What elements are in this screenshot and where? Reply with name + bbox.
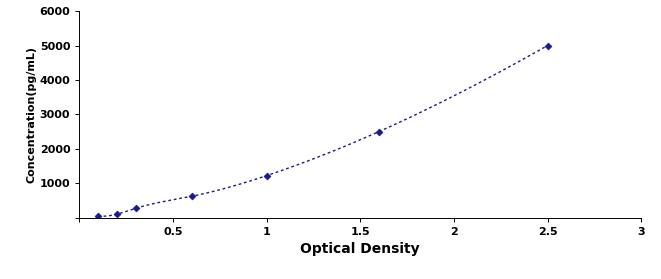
Y-axis label: Concentration(pg/mL): Concentration(pg/mL) bbox=[26, 46, 37, 183]
X-axis label: Optical Density: Optical Density bbox=[301, 242, 420, 256]
